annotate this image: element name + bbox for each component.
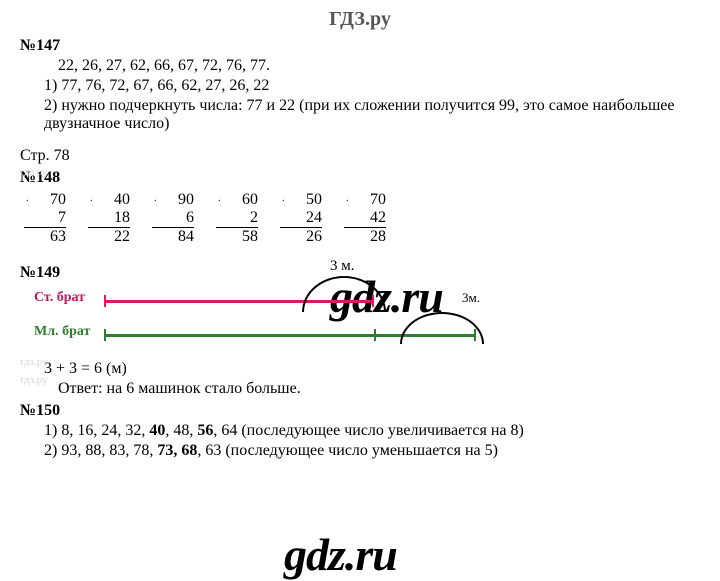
diagram-149: Ст. брат Мл. брат 3 м. 3м.: [20, 288, 700, 358]
problem-147-answer-1: 1) 77, 76, 72, 67, 66, 62, 27, 26, 22: [20, 77, 700, 95]
page-title: ГДЗ.ру: [20, 8, 700, 31]
sub-col-2: . 90 6 84: [160, 191, 194, 246]
problem-150-number: №150: [20, 402, 700, 420]
sub-minuend: 90: [160, 191, 194, 209]
sub-col-0: . 70 7 63: [32, 191, 66, 246]
sub-result: 26: [288, 228, 322, 246]
text: , 64 (последующее число увеличивается на…: [213, 422, 523, 439]
sub-subtrahend: 7: [32, 209, 66, 227]
watermark-big: gdz.ru: [284, 528, 397, 581]
sub-result: 63: [32, 228, 66, 246]
sub-result: 22: [96, 228, 130, 246]
sub-col-3: . 60 2 58: [224, 191, 258, 246]
bold-num: 56: [197, 422, 213, 439]
problem-150-answer-1: 1) 8, 16, 24, 32, 40, 48, 56, 64 (послед…: [20, 422, 700, 440]
text: 1) 8, 16, 24, 32,: [44, 422, 149, 439]
sub-minuend: 70: [352, 191, 386, 209]
sub-result: 58: [224, 228, 258, 246]
sub-subtrahend: 24: [288, 209, 322, 227]
sub-minuend: 70: [32, 191, 66, 209]
sub-minuend: 50: [288, 191, 322, 209]
text: , 48,: [165, 422, 197, 439]
problem-148-number: №148: [20, 169, 700, 187]
sub-col-4: . 50 24 26: [288, 191, 322, 246]
sub-subtrahend: 42: [352, 209, 386, 227]
sub-col-1: . 40 18 22: [96, 191, 130, 246]
sub-minuend: 40: [96, 191, 130, 209]
problem-149-answer: Ответ: на 6 машинок стало больше.: [20, 380, 700, 398]
problem-150-answer-2: 2) 93, 88, 83, 78, 73, 68, 63 (последующ…: [20, 442, 700, 460]
text: , 63 (последующее число уменьшается на 5…: [197, 442, 498, 459]
label-older-brother: Ст. брат: [34, 290, 85, 306]
sub-subtrahend: 18: [96, 209, 130, 227]
text: 2) 93, 88, 83, 78,: [44, 442, 157, 459]
problem-149-calc: 3 + 3 = 6 (м): [20, 360, 700, 378]
label-3m-b: 3м.: [462, 290, 480, 306]
sub-subtrahend: 2: [224, 209, 258, 227]
problem-147-number: №147: [20, 37, 700, 55]
bold-num: 40: [149, 422, 165, 439]
problem-147-answer-2: 2) нужно подчеркнуть числа: 77 и 22 (при…: [20, 97, 700, 133]
label-3m-a: 3 м.: [330, 258, 355, 275]
sub-minuend: 60: [224, 191, 258, 209]
bold-num: 73, 68: [157, 442, 197, 459]
subtraction-table: . 70 7 63 . 40 18 22 . 90 6 84 . 60 2 58: [20, 191, 700, 246]
sub-subtrahend: 6: [160, 209, 194, 227]
problem-147-sequence: 22, 26, 27, 62, 66, 67, 72, 76, 77.: [20, 57, 700, 75]
arc-2: [400, 312, 484, 344]
sub-result: 28: [352, 228, 386, 246]
sub-result: 84: [160, 228, 194, 246]
sub-col-5: . 70 42 28: [352, 191, 386, 246]
label-younger-brother: Мл. брат: [34, 324, 90, 340]
page-reference: Стр. 78: [20, 147, 700, 165]
